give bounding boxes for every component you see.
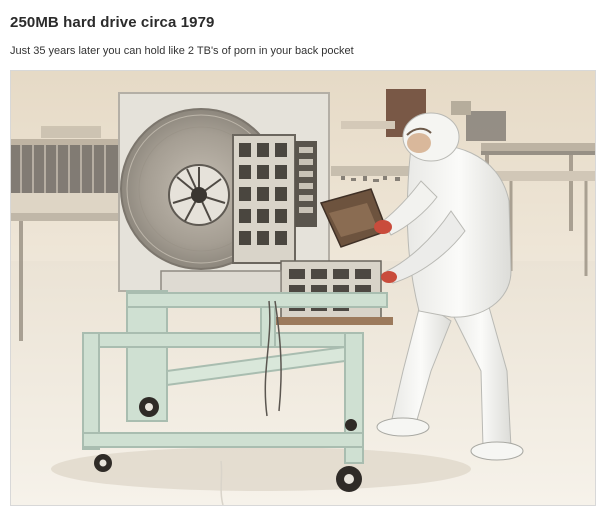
technician	[374, 112, 524, 461]
circuit-boards	[273, 188, 393, 325]
post-title: 250MB hard drive circa 1979	[10, 14, 215, 31]
photo-frame	[10, 70, 596, 506]
head-assembly	[232, 134, 317, 264]
cables	[220, 300, 282, 505]
equipment-cart	[82, 290, 388, 464]
drive-cabinet	[118, 92, 393, 325]
hard-drive-photo	[11, 71, 595, 505]
background-benches-left	[11, 126, 161, 341]
cart-wheels	[94, 397, 362, 492]
floor-shadow	[51, 447, 471, 491]
post-caption: Just 35 years later you can hold like 2 …	[10, 45, 354, 57]
